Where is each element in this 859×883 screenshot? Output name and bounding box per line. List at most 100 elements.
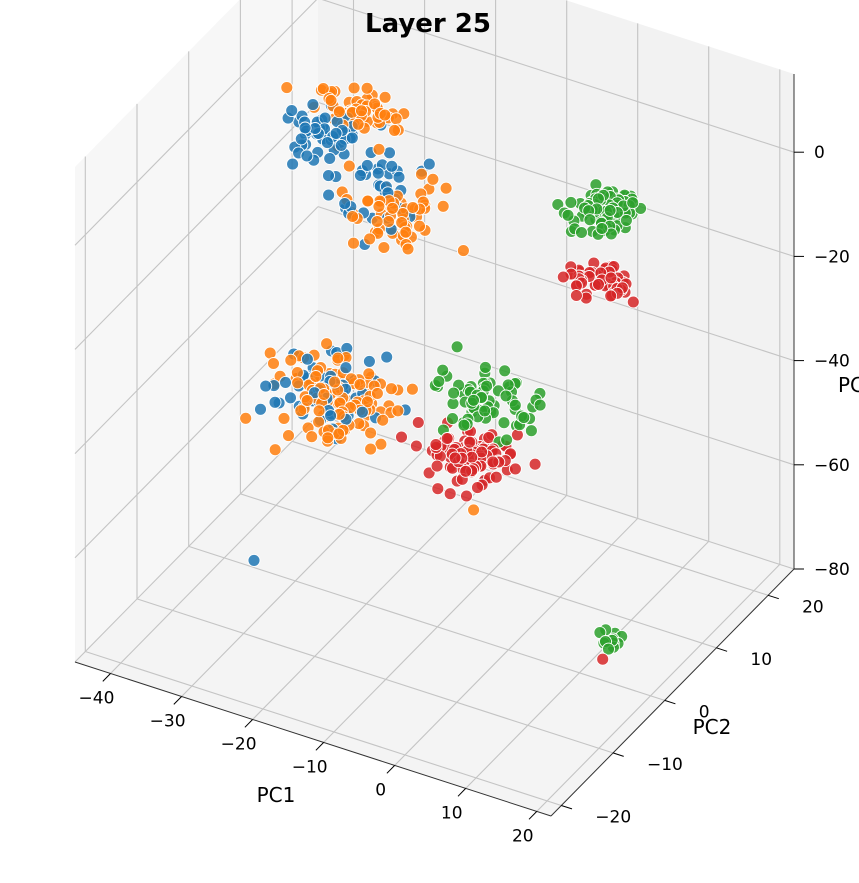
- data-point-series-1: [294, 132, 308, 146]
- data-point-series-1: [268, 395, 282, 409]
- y-tick: [612, 752, 624, 757]
- gridline-x-floor: [323, 495, 568, 743]
- x-tick: [244, 719, 253, 728]
- data-point-series-2: [342, 159, 356, 173]
- x-tick: [315, 742, 325, 751]
- data-point-series-4: [592, 277, 605, 291]
- data-point-series-3: [499, 389, 513, 403]
- data-point-series-2: [368, 97, 382, 111]
- data-point-series-2: [378, 108, 392, 122]
- data-point-series-3: [533, 398, 547, 412]
- gridline-x-floor: [181, 449, 425, 697]
- data-point-series-4: [460, 489, 473, 503]
- x-tick: [173, 696, 182, 705]
- x-tick-label: −10: [292, 757, 328, 777]
- gridline-z-left: [74, 0, 318, 246]
- gridline-z-back: [317, 310, 795, 466]
- data-point-series-2: [363, 232, 377, 246]
- data-point-series-4: [486, 455, 500, 469]
- z-tick-label: −80: [814, 560, 850, 580]
- gridline-z-left: [74, 310, 319, 559]
- data-point-series-2: [360, 81, 374, 95]
- data-point-series-2: [378, 90, 392, 104]
- y-tick-label: −10: [647, 755, 683, 775]
- data-point-series-4: [528, 457, 542, 471]
- gridline-x-floor: [465, 541, 710, 789]
- data-point-series-3: [626, 196, 640, 210]
- data-point-series-2: [347, 81, 361, 95]
- data-point-series-2: [467, 503, 481, 517]
- data-point-series-3: [497, 416, 511, 430]
- data-point-series-2: [239, 411, 253, 425]
- data-point-series-4: [395, 430, 408, 444]
- data-point-series-2: [284, 353, 298, 367]
- data-point-series-3: [436, 363, 450, 377]
- data-point-series-4: [475, 445, 489, 459]
- data-point-series-3: [478, 404, 492, 418]
- data-point-series-1: [380, 350, 394, 364]
- data-point-series-2: [324, 93, 338, 107]
- data-point-series-3: [575, 226, 588, 239]
- data-point-series-4: [411, 416, 425, 429]
- data-point-series-2: [267, 357, 280, 370]
- y-axis-line: [550, 568, 795, 817]
- data-point-series-2: [346, 210, 360, 223]
- data-point-series-1: [285, 104, 299, 118]
- x-tick: [102, 673, 111, 682]
- x-tick-label: −20: [221, 735, 257, 755]
- data-point-series-1: [360, 158, 374, 172]
- data-point-series-2: [456, 244, 470, 258]
- data-point-series-2: [331, 351, 345, 365]
- x-tick-label: 0: [375, 780, 386, 800]
- data-point-series-1: [422, 157, 436, 171]
- z-tick-label: −20: [814, 247, 850, 267]
- data-point-series-1: [306, 98, 320, 112]
- data-point-series-2: [280, 81, 294, 95]
- data-point-series-2: [332, 427, 346, 441]
- data-point-series-4: [463, 435, 477, 449]
- gridline-y-floor: [188, 545, 665, 701]
- data-point-series-2: [361, 194, 375, 208]
- gridlines: [74, 0, 795, 812]
- x-tick-label: −40: [79, 689, 115, 709]
- data-point-series-2: [406, 201, 420, 214]
- x-axis-label: PC1: [257, 783, 296, 807]
- data-point-series-3: [551, 198, 565, 211]
- gridline-y-floor: [85, 650, 562, 807]
- data-point-series-4: [443, 487, 457, 501]
- data-point-series-1: [329, 126, 343, 140]
- data-point-series-2: [377, 241, 391, 254]
- data-point-series-4: [440, 432, 454, 445]
- data-point-series-1: [259, 379, 273, 393]
- data-point-series-2: [332, 105, 346, 119]
- data-point-series-3: [478, 360, 492, 374]
- data-point-series-1: [371, 166, 385, 180]
- data-point-series-2: [320, 337, 334, 351]
- y-tick-label: 20: [802, 597, 824, 617]
- data-point-series-4: [569, 289, 583, 302]
- x-axis-line: [74, 661, 552, 817]
- data-point-series-2: [389, 112, 403, 126]
- data-point-series-3: [508, 398, 522, 412]
- data-point-series-2: [386, 201, 400, 215]
- data-point-series-1: [353, 168, 367, 182]
- data-point-series-2: [376, 413, 390, 427]
- data-point-series-2: [391, 404, 405, 418]
- data-point-series-2: [399, 225, 413, 239]
- data-point-series-4: [489, 470, 503, 484]
- data-point-series-2: [364, 442, 378, 456]
- data-point-series-2: [305, 430, 319, 444]
- data-point-series-3: [602, 642, 615, 656]
- data-point-series-2: [401, 242, 415, 256]
- y-tick: [716, 647, 728, 652]
- data-point-series-1: [355, 405, 369, 419]
- data-point-series-1: [318, 111, 332, 125]
- data-point-series-2: [347, 236, 360, 250]
- y-tick-label: −20: [595, 808, 631, 828]
- data-point-series-2: [291, 376, 305, 390]
- data-point-series-1: [334, 138, 348, 152]
- data-point-series-2: [328, 375, 342, 389]
- data-point-series-3: [457, 418, 471, 432]
- data-point-series-2: [370, 215, 384, 228]
